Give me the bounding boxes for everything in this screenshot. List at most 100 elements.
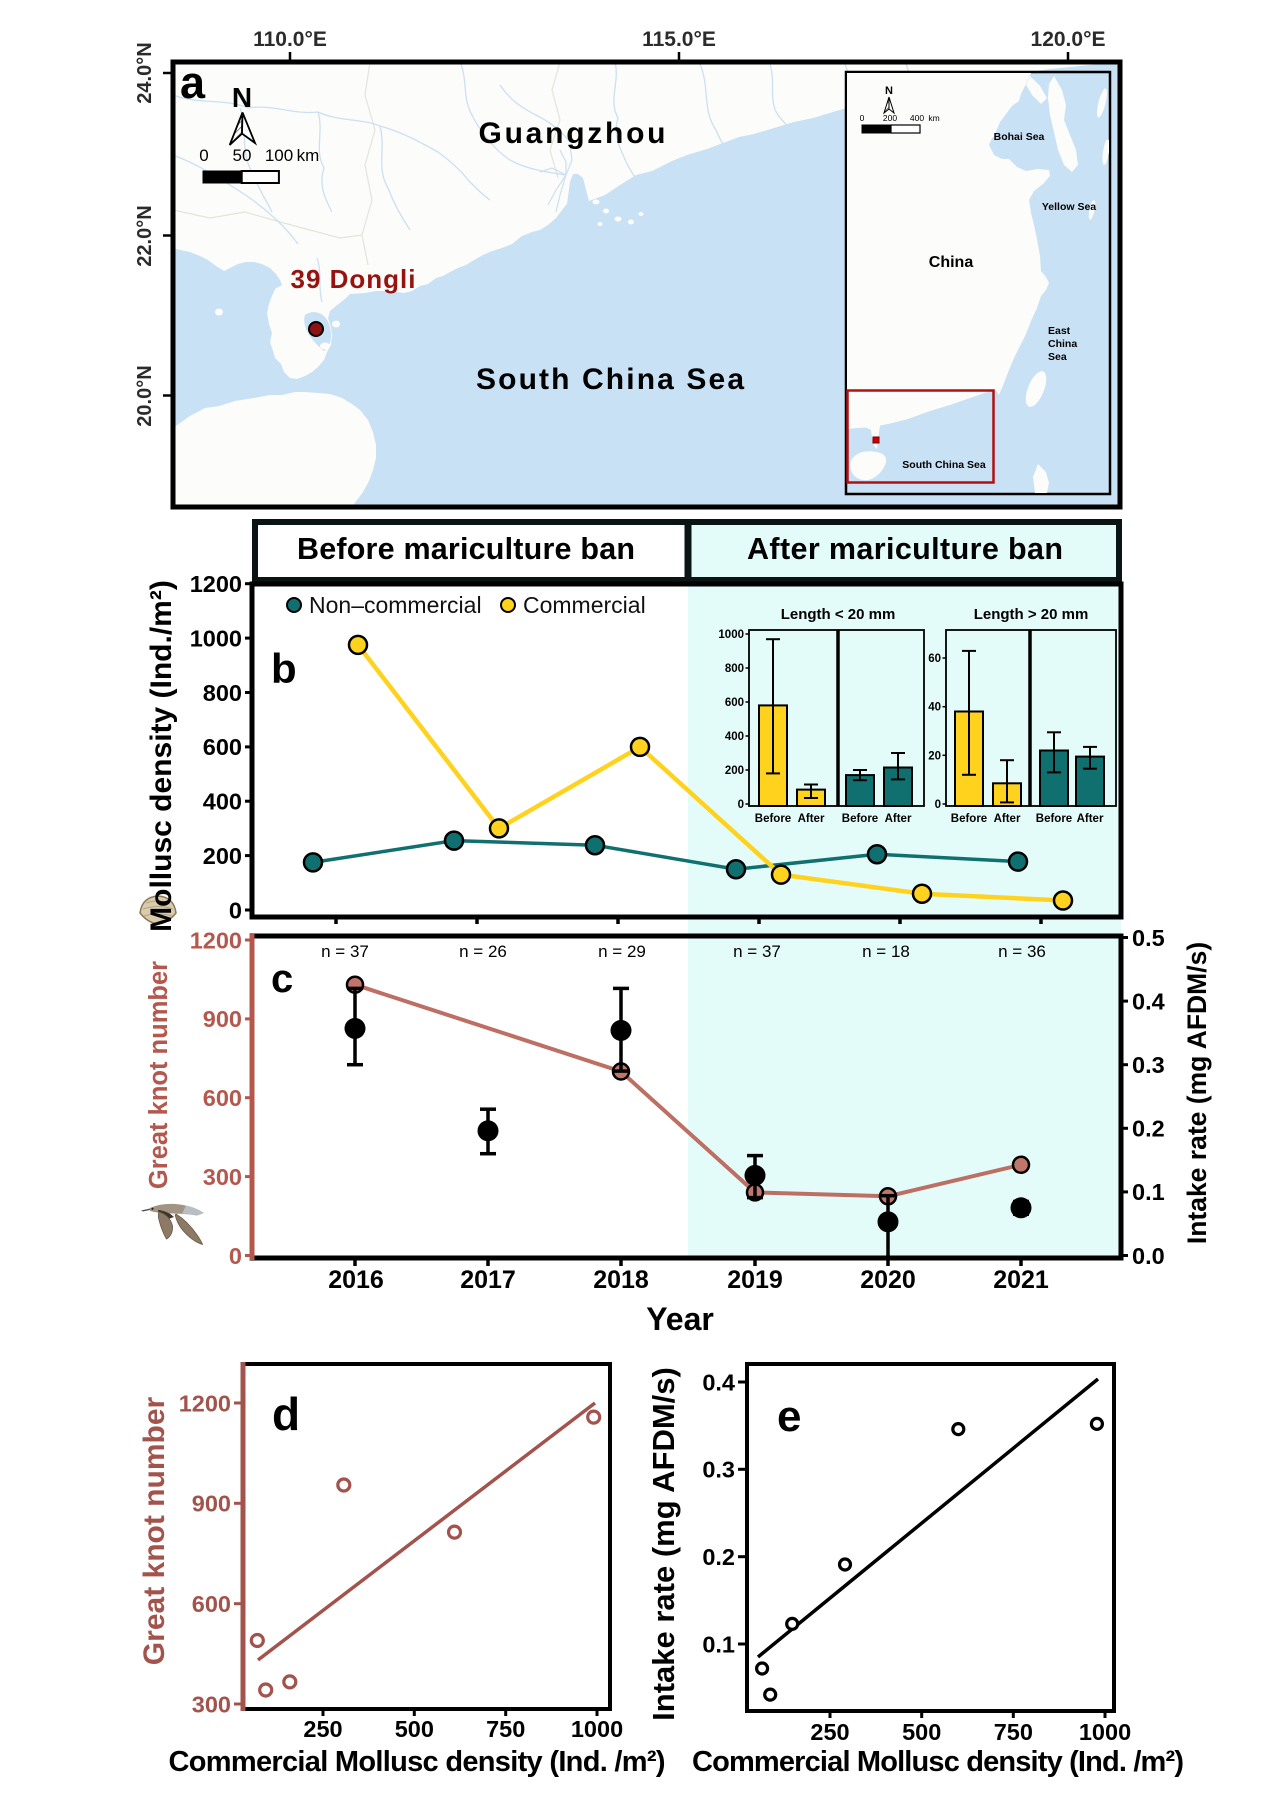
svg-text:c: c <box>271 957 293 1001</box>
svg-text:400: 400 <box>910 113 924 123</box>
svg-text:Commercial Mollusc density (In: Commercial Mollusc density (Ind. /m²) <box>692 1746 1184 1778</box>
svg-text:Yellow Sea: Yellow Sea <box>1042 201 1096 213</box>
svg-text:Before mariculture ban: Before mariculture ban <box>297 532 635 566</box>
svg-text:300: 300 <box>203 1164 242 1190</box>
svg-text:500: 500 <box>395 1716 434 1742</box>
svg-text:0.1: 0.1 <box>1132 1179 1165 1205</box>
svg-text:0: 0 <box>229 897 242 923</box>
svg-text:Non–commercial: Non–commercial <box>309 592 482 618</box>
svg-text:250: 250 <box>810 1719 849 1745</box>
svg-text:After: After <box>1077 813 1104 825</box>
svg-text:115.0°E: 115.0°E <box>642 28 716 51</box>
svg-text:200: 200 <box>725 765 744 777</box>
svg-text:0: 0 <box>229 1243 242 1269</box>
svg-text:Year: Year <box>646 1301 714 1337</box>
svg-text:20: 20 <box>928 750 941 762</box>
svg-text:2021: 2021 <box>993 1266 1049 1294</box>
svg-text:Length < 20 mm: Length < 20 mm <box>781 606 896 623</box>
svg-text:0.1: 0.1 <box>702 1631 735 1657</box>
svg-text:After: After <box>885 813 912 825</box>
svg-text:0: 0 <box>738 799 744 811</box>
svg-text:n = 29: n = 29 <box>598 942 646 961</box>
svg-text:n = 18: n = 18 <box>862 942 910 961</box>
svg-text:750: 750 <box>486 1716 525 1742</box>
svg-text:0: 0 <box>935 799 941 811</box>
svg-text:600: 600 <box>203 734 242 760</box>
svg-text:1200: 1200 <box>190 571 242 597</box>
svg-text:0: 0 <box>860 113 865 123</box>
svg-text:2016: 2016 <box>328 1266 384 1294</box>
svg-text:0.3: 0.3 <box>702 1457 735 1483</box>
svg-text:e: e <box>777 1392 801 1441</box>
svg-text:800: 800 <box>725 663 744 675</box>
svg-text:22.0°N: 22.0°N <box>134 205 156 266</box>
svg-text:n = 37: n = 37 <box>733 942 781 961</box>
svg-text:2020: 2020 <box>860 1266 916 1294</box>
svg-text:900: 900 <box>203 1006 242 1032</box>
svg-text:Mollusc density (Ind./m²): Mollusc density (Ind./m²) <box>145 580 178 932</box>
svg-text:500: 500 <box>902 1719 941 1745</box>
svg-text:Before: Before <box>755 813 791 825</box>
svg-text:300: 300 <box>192 1691 231 1717</box>
svg-text:0.2: 0.2 <box>702 1544 735 1570</box>
svg-text:800: 800 <box>203 680 242 706</box>
svg-text:600: 600 <box>725 697 744 709</box>
svg-text:400: 400 <box>725 731 744 743</box>
svg-text:b: b <box>271 645 297 692</box>
svg-text:South China Sea: South China Sea <box>476 363 744 396</box>
svg-text:n = 37: n = 37 <box>321 942 369 961</box>
svg-text:1000: 1000 <box>571 1716 623 1742</box>
svg-text:1200: 1200 <box>179 1390 231 1416</box>
svg-text:km: km <box>297 146 320 165</box>
svg-text:After: After <box>994 813 1021 825</box>
svg-text:km: km <box>928 113 939 123</box>
svg-text:Great knot number: Great knot number <box>145 961 173 1189</box>
svg-text:2017: 2017 <box>460 1266 516 1294</box>
svg-text:39 Dongli: 39 Dongli <box>291 264 416 294</box>
svg-text:Before: Before <box>842 813 878 825</box>
svg-text:600: 600 <box>192 1591 231 1617</box>
svg-text:South China Sea: South China Sea <box>902 459 986 471</box>
svg-text:China: China <box>1048 338 1077 350</box>
svg-text:Intake rate (mg AFDM/s): Intake rate (mg AFDM/s) <box>646 1367 681 1721</box>
svg-text:2018: 2018 <box>593 1266 649 1294</box>
svg-text:1200: 1200 <box>190 927 242 953</box>
svg-text:1000: 1000 <box>718 629 744 641</box>
svg-text:0.3: 0.3 <box>1132 1052 1165 1078</box>
svg-text:1000: 1000 <box>190 625 242 651</box>
svg-text:Commercial: Commercial <box>523 592 646 618</box>
svg-text:Sea: Sea <box>1048 351 1067 363</box>
svg-text:East: East <box>1048 325 1071 337</box>
svg-text:200: 200 <box>203 843 242 869</box>
svg-text:0.0: 0.0 <box>1132 1243 1165 1269</box>
svg-text:After mariculture ban: After mariculture ban <box>747 532 1063 566</box>
svg-text:a: a <box>180 57 206 108</box>
svg-text:400: 400 <box>203 789 242 815</box>
svg-text:50: 50 <box>233 146 252 165</box>
svg-text:0.4: 0.4 <box>1132 988 1165 1014</box>
svg-text:After: After <box>798 813 825 825</box>
svg-text:750: 750 <box>994 1719 1033 1745</box>
svg-text:N: N <box>232 82 252 113</box>
svg-text:d: d <box>272 1388 300 1440</box>
svg-text:n = 36: n = 36 <box>998 942 1046 961</box>
svg-text:600: 600 <box>203 1085 242 1111</box>
svg-text:Commercial Mollusc density (In: Commercial Mollusc density (Ind. /m²) <box>169 1746 666 1778</box>
svg-text:120.0°E: 120.0°E <box>1031 28 1106 51</box>
svg-text:250: 250 <box>303 1716 342 1742</box>
svg-text:0.2: 0.2 <box>1132 1116 1165 1142</box>
svg-text:China: China <box>929 254 974 271</box>
svg-text:2019: 2019 <box>727 1266 783 1294</box>
svg-text:110.0°E: 110.0°E <box>253 28 327 51</box>
svg-text:Before: Before <box>1036 813 1072 825</box>
svg-text:20.0°N: 20.0°N <box>134 365 156 426</box>
svg-text:Length > 20 mm: Length > 20 mm <box>974 606 1089 623</box>
svg-text:40: 40 <box>928 702 941 714</box>
svg-text:Great knot number: Great knot number <box>138 1396 171 1665</box>
svg-text:0.4: 0.4 <box>702 1369 735 1395</box>
svg-text:900: 900 <box>192 1491 231 1517</box>
svg-text:24.0°N: 24.0°N <box>134 42 156 103</box>
svg-text:1000: 1000 <box>1079 1719 1131 1745</box>
svg-text:0.5: 0.5 <box>1132 925 1165 951</box>
svg-text:Before: Before <box>951 813 987 825</box>
